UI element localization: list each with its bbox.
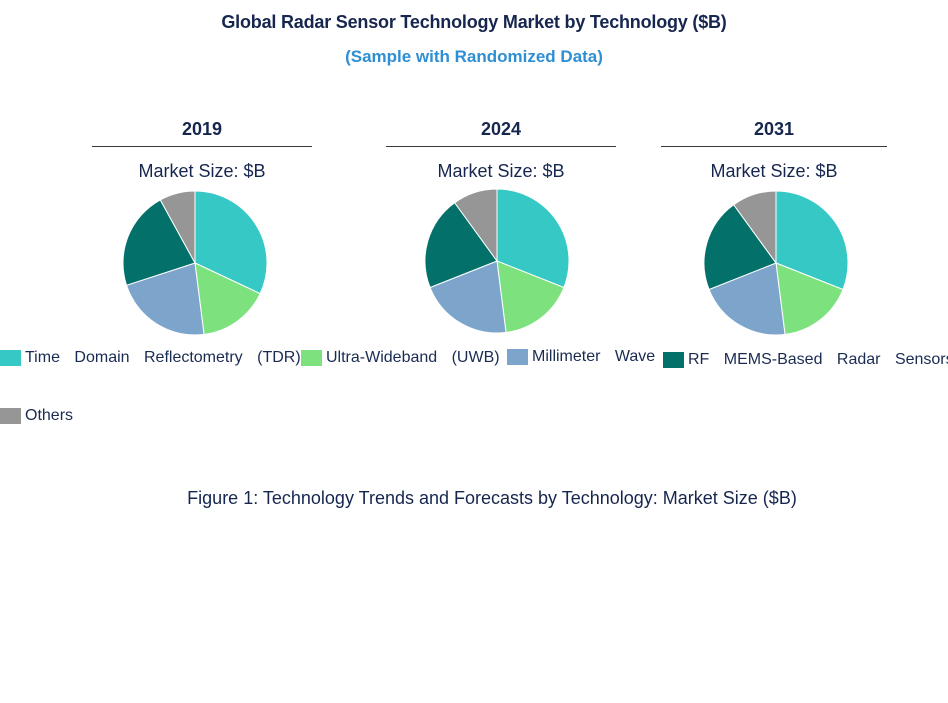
pie-slice-uwb xyxy=(496,260,565,333)
legend-swatch xyxy=(507,349,528,365)
panel-year: 2024 xyxy=(480,119,522,139)
panel-market-size-label: Market Size: $B xyxy=(138,161,266,181)
legend-swatch xyxy=(0,408,21,424)
panel-divider xyxy=(92,146,312,147)
pie-slice-tdr xyxy=(496,188,570,289)
legend-swatch xyxy=(301,350,322,366)
legend-swatch xyxy=(0,350,21,366)
panel-2019: 2019 Market Size: $B xyxy=(92,118,312,182)
pie-slice-tdr xyxy=(194,190,268,295)
panel-2024: 2024 Market Size: $B xyxy=(386,118,616,182)
panel-divider xyxy=(386,146,616,147)
chart-subtitle: (Sample with Randomized Data) xyxy=(345,47,603,66)
legend-swatch xyxy=(663,352,684,368)
pie-slice-others xyxy=(453,188,498,263)
legend-item-uwb: Ultra-Wideband (UWB) xyxy=(301,349,500,367)
panel-year: 2019 xyxy=(181,119,223,139)
legend-label: Ultra-Wideband (UWB) xyxy=(326,349,500,366)
legend-item-others: Others xyxy=(0,407,73,425)
pie-chart-2024 xyxy=(424,188,570,334)
pie-chart-2031 xyxy=(703,190,849,336)
panel-market-size-label: Market Size: $B xyxy=(710,161,838,181)
pie-slice-rf-mems xyxy=(424,202,498,289)
panel-2031: 2031 Market Size: $B xyxy=(661,118,887,182)
pie-slice-millimeter-wave xyxy=(708,262,786,336)
legend-label: RF MEMS-Based Radar Sensors xyxy=(688,351,948,368)
figure-caption: Figure 1: Technology Trends and Forecast… xyxy=(187,488,797,508)
pie-slice-rf-mems xyxy=(703,204,777,291)
legend-item-rf-mems: RF MEMS-Based Radar Sensors xyxy=(663,351,948,369)
legend-label: Time Domain Reflectometry (TDR) xyxy=(25,349,301,366)
pie-slice-others xyxy=(732,190,777,265)
chart-title: Global Radar Sensor Technology Market by… xyxy=(221,12,727,32)
pie-slice-uwb xyxy=(775,262,844,335)
pie-chart-2019 xyxy=(122,190,268,336)
legend-item-millimeter-wave: Millimeter Wave xyxy=(507,348,655,366)
legend-label: Millimeter Wave xyxy=(532,348,656,365)
pie-slice-tdr xyxy=(775,190,849,291)
pie-slice-rf-mems xyxy=(122,199,196,286)
legend-label: Others xyxy=(25,407,74,424)
panel-divider xyxy=(661,146,887,147)
pie-slice-millimeter-wave xyxy=(429,260,507,334)
pie-slice-millimeter-wave xyxy=(125,262,205,336)
legend-item-tdr: Time Domain Reflectometry (TDR) xyxy=(0,349,301,367)
pie-slice-others xyxy=(159,190,196,264)
pie-slice-uwb xyxy=(194,262,261,335)
panel-year: 2031 xyxy=(753,119,795,139)
panel-market-size-label: Market Size: $B xyxy=(437,161,565,181)
